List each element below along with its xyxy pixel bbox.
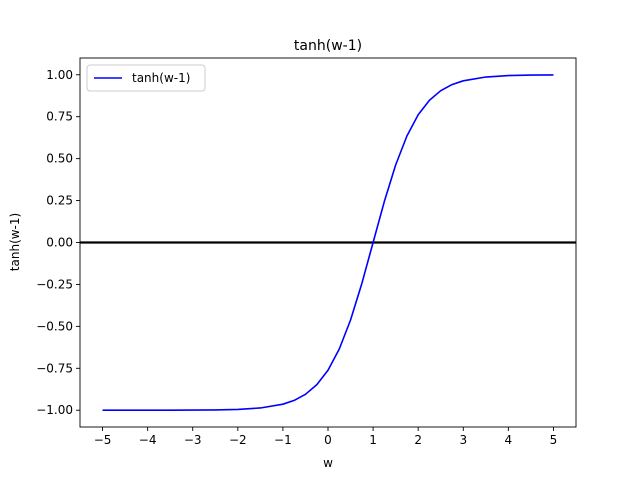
y-tick-label: 0.25 [46,194,73,208]
x-tick-label: 2 [414,433,422,447]
x-tick-label: −1 [274,433,292,447]
chart-title: tanh(w-1) [294,38,362,54]
y-tick-label: 0.00 [46,236,73,250]
y-tick-label: −0.50 [36,319,73,333]
x-tick-label: −2 [229,433,247,447]
x-tick-label: 3 [459,433,467,447]
series-line-0 [102,74,554,412]
plot-area: −5 −4 −3 −2 −1 0 1 2 3 4 5 −1.00 −0.75 −0.50 −0.25 0.00… [36,57,577,447]
y-tick-label: −1.00 [36,403,73,417]
x-axis-label: w [323,456,333,470]
y-tick-label: −0.25 [36,277,73,291]
x-tick-label: −5 [94,433,112,447]
legend-label: tanh(w-1) [132,71,190,85]
legend-box [86,64,206,92]
y-tick-label: −0.75 [36,361,73,375]
x-tick-label: 1 [369,433,377,447]
y-axis-label: tanh(w-1) [8,213,22,271]
x-tick-label: 4 [505,433,513,447]
x-tick-label: 5 [550,433,558,447]
x-tick-label: −4 [139,433,157,447]
y-tick-label: 1.00 [46,68,73,82]
y-tick-label: 0.75 [46,110,73,124]
y-tick-label: 0.50 [46,152,73,166]
x-tick-label: −3 [184,433,202,447]
x-tick-label: 0 [324,433,332,447]
